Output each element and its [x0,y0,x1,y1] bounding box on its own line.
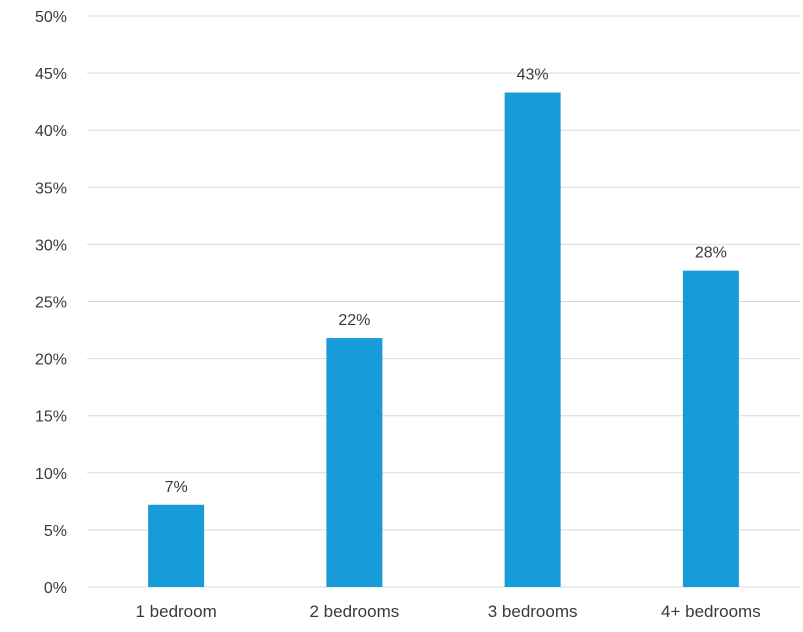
y-tick-label: 20% [35,352,67,369]
x-category-label: 4+ bedrooms [661,602,761,621]
y-axis-tick-labels: 0% 5% 10% 15% 20% 25% 30% 35% 40% 45% 50% [35,9,67,597]
data-label: 22% [338,312,370,329]
data-label: 43% [517,67,549,84]
x-axis-category-labels: 1 bedroom 2 bedrooms 3 bedrooms 4+ bedrooms [135,602,760,621]
y-tick-label: 45% [35,66,67,83]
x-category-label: 1 bedroom [135,602,216,621]
y-tick-label: 0% [44,580,67,597]
gridlines [87,15,800,588]
bar [148,504,205,587]
data-label: 28% [695,245,727,262]
y-tick-label: 50% [35,9,67,26]
bars [148,92,739,587]
y-tick-label: 15% [35,409,67,426]
y-tick-label: 35% [35,180,67,197]
y-tick-label: 25% [35,295,67,312]
bar [682,270,739,587]
x-category-label: 3 bedrooms [488,602,578,621]
data-label: 7% [165,479,188,496]
y-tick-label: 10% [35,466,67,483]
x-category-label: 2 bedrooms [309,602,399,621]
bar [326,338,383,587]
data-labels: 7% 22% 43% 28% [165,67,727,496]
bar [504,92,561,587]
y-tick-label: 30% [35,237,67,254]
y-tick-label: 5% [44,523,67,540]
y-tick-label: 40% [35,123,67,140]
